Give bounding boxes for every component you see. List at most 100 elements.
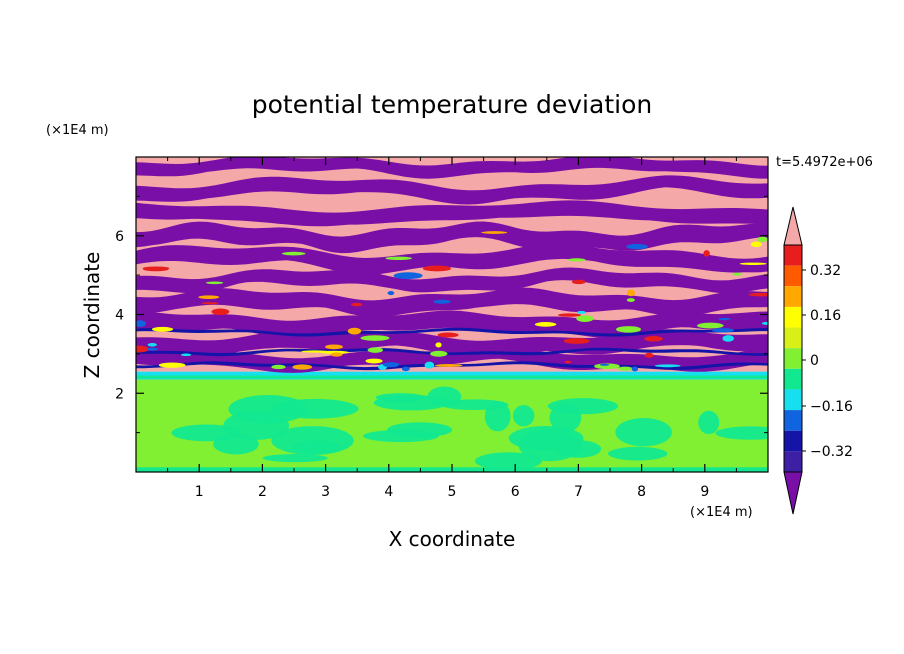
field-blob xyxy=(375,393,425,402)
field-eddy xyxy=(198,295,220,299)
field-eddy xyxy=(711,328,735,333)
colorbar-label: 0 xyxy=(810,353,819,369)
field-eddy xyxy=(576,315,594,322)
field-eddy xyxy=(146,347,159,351)
field-eddy xyxy=(325,344,343,350)
field-eddy xyxy=(748,292,768,297)
x-axis-label: X coordinate xyxy=(389,527,516,551)
field-band xyxy=(136,267,768,294)
field-eddy xyxy=(761,321,768,325)
field-eddy xyxy=(360,335,390,341)
field-eddy xyxy=(211,308,230,316)
field-blob xyxy=(270,398,359,419)
field-eddy xyxy=(654,364,681,368)
y-unit-label: (×1E4 m) xyxy=(46,123,109,138)
field-eddy xyxy=(180,353,192,357)
field-eddy xyxy=(387,290,395,296)
x-unit-label: (×1E4 m) xyxy=(690,505,753,520)
field-eddy xyxy=(571,279,586,285)
field-blob xyxy=(608,446,668,461)
field-eddy xyxy=(644,352,654,358)
y-tick-label: 2 xyxy=(115,386,124,402)
colorbar-segment xyxy=(784,327,802,349)
field-band xyxy=(136,200,768,227)
field-band xyxy=(136,327,768,337)
field-eddy xyxy=(147,342,157,347)
colorbar: 0.32 0.16 0 −0.16 −0.32 xyxy=(783,206,853,515)
field-eddy xyxy=(534,322,557,327)
colorbar-label: 0.16 xyxy=(810,308,841,324)
colorbar-segment xyxy=(784,265,802,287)
x-tick-label: 5 xyxy=(448,484,457,500)
field-eddy xyxy=(430,350,448,357)
colorbar-segment xyxy=(784,286,802,307)
field-blob xyxy=(223,411,290,440)
x-tick-label: 8 xyxy=(637,484,646,500)
field-eddy xyxy=(481,231,508,234)
field-eddy xyxy=(385,256,413,260)
field-blob xyxy=(547,398,619,415)
field-blob xyxy=(262,454,328,463)
field-eddy xyxy=(301,350,330,353)
x-tick-label: 1 xyxy=(195,484,204,500)
field-eddy xyxy=(631,366,639,372)
field-band xyxy=(136,221,768,254)
layer-transition-line xyxy=(136,375,768,379)
field-eddy xyxy=(143,266,169,272)
y-tick-label: 4 xyxy=(115,308,124,324)
colorbar-segment xyxy=(784,368,802,390)
field-blob xyxy=(387,422,453,438)
field-eddy xyxy=(626,289,636,297)
field-eddy xyxy=(365,358,383,364)
y-axis: 2 4 6 xyxy=(115,195,768,434)
field-eddy xyxy=(626,298,635,302)
field-blob xyxy=(512,405,535,427)
colorbar-segment xyxy=(784,451,802,472)
field-eddy xyxy=(151,326,174,332)
field-eddy xyxy=(347,327,362,335)
field-eddy xyxy=(281,251,306,256)
field-blob xyxy=(698,410,720,435)
x-tick-label: 3 xyxy=(321,484,330,500)
time-label: t=5.4972e+06 xyxy=(776,155,873,170)
x-axis: 1 2 3 4 5 6 7 8 9 xyxy=(167,157,737,500)
field-eddy xyxy=(434,363,463,367)
colorbar-label: −0.32 xyxy=(810,444,853,460)
colorbar-segment xyxy=(784,348,802,369)
x-tick-label: 6 xyxy=(511,484,520,500)
field-blob xyxy=(508,425,584,451)
colorbar-label: 0.32 xyxy=(810,263,841,279)
field-blob xyxy=(715,426,768,440)
field-blob xyxy=(427,386,462,407)
field-band xyxy=(136,347,768,357)
x-tick-label: 9 xyxy=(700,484,709,500)
field-eddy xyxy=(401,366,410,372)
field-eddy xyxy=(696,322,724,329)
colorbar-segment xyxy=(784,245,802,266)
colorbar-segment xyxy=(784,410,802,431)
field-eddy xyxy=(437,332,459,338)
y-axis-label: Z coordinate xyxy=(80,252,104,379)
field-eddy xyxy=(616,326,642,333)
field-eddy xyxy=(757,236,768,242)
field-eddy xyxy=(136,320,147,327)
field-eddy xyxy=(202,302,219,305)
field-eddy xyxy=(136,345,149,353)
colorbar-segment xyxy=(784,389,802,411)
colorbar-segment xyxy=(784,430,802,452)
y-tick-label: 6 xyxy=(115,229,124,245)
field-eddy xyxy=(576,310,586,314)
field-eddy xyxy=(567,258,586,262)
field-eddy xyxy=(206,281,224,285)
field-eddy xyxy=(330,352,343,357)
field-eddy xyxy=(158,362,186,368)
field-eddy xyxy=(617,366,633,371)
field-eddy xyxy=(599,363,610,366)
field-eddy xyxy=(732,272,742,276)
field-eddy xyxy=(292,364,313,370)
field-eddy xyxy=(739,262,767,265)
field-eddy xyxy=(557,313,582,317)
field-blob xyxy=(484,401,511,432)
field-eddy xyxy=(271,364,286,370)
field-eddy xyxy=(351,302,363,307)
